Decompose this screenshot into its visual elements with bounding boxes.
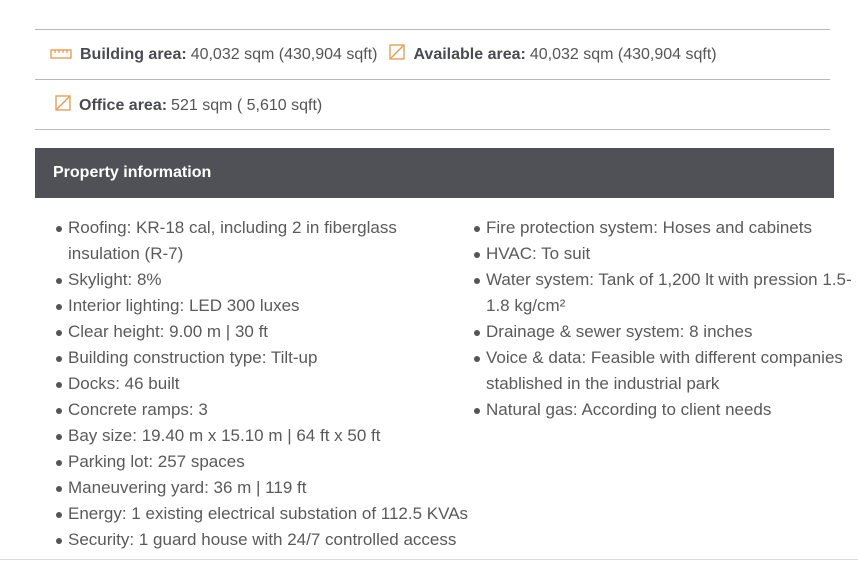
list-item: Concrete ramps: 3: [55, 397, 435, 423]
office-area: Office area: 521 sqm ( 5,610 sqft): [55, 95, 322, 116]
list-item: Skylight: 8%: [55, 267, 435, 293]
list-item: Interior lighting: LED 300 luxes: [55, 293, 435, 319]
area-icon: [55, 95, 71, 116]
ruler-icon: [50, 46, 72, 64]
list-item: Voice & data: Feasible with different co…: [473, 345, 853, 397]
list-item: Natural gas: According to client needs: [473, 397, 853, 423]
list-item: Security: 1 guard house with 24/7 contro…: [55, 527, 456, 553]
list-item: Building construction type: Tilt-up: [55, 345, 435, 371]
list-item: Drainage & sewer system: 8 inches: [473, 319, 853, 345]
divider: [35, 129, 830, 130]
divider: [35, 29, 830, 30]
list-item: HVAC: To suit: [473, 241, 853, 267]
area-icon: [389, 44, 406, 65]
left-list: Roofing: KR-18 cal, including 2 in fiber…: [55, 215, 468, 553]
list-item: Docks: 46 built: [55, 371, 435, 397]
section-header: Property information: [35, 148, 834, 198]
list-item: Maneuvering yard: 36 m | 119 ft: [55, 475, 435, 501]
list-item: Roofing: KR-18 cal, including 2 in fiber…: [55, 215, 435, 267]
list-item: Bay size: 19.40 m x 15.10 m | 64 ft x 50…: [55, 423, 435, 449]
list-item: Parking lot: 257 spaces: [55, 449, 435, 475]
divider: [35, 79, 830, 80]
right-list: Fire protection system: Hoses and cabine…: [473, 215, 853, 423]
list-item: Water system: Tank of 1,200 lt with pres…: [473, 267, 853, 319]
building-area: Building area: 40,032 sqm (430,904 sqft) …: [50, 44, 717, 65]
divider: [0, 559, 858, 560]
list-item: Clear height: 9.00 m | 30 ft: [55, 319, 435, 345]
list-item: Energy: 1 existing electrical substation…: [55, 501, 468, 527]
list-item: Fire protection system: Hoses and cabine…: [473, 215, 853, 241]
